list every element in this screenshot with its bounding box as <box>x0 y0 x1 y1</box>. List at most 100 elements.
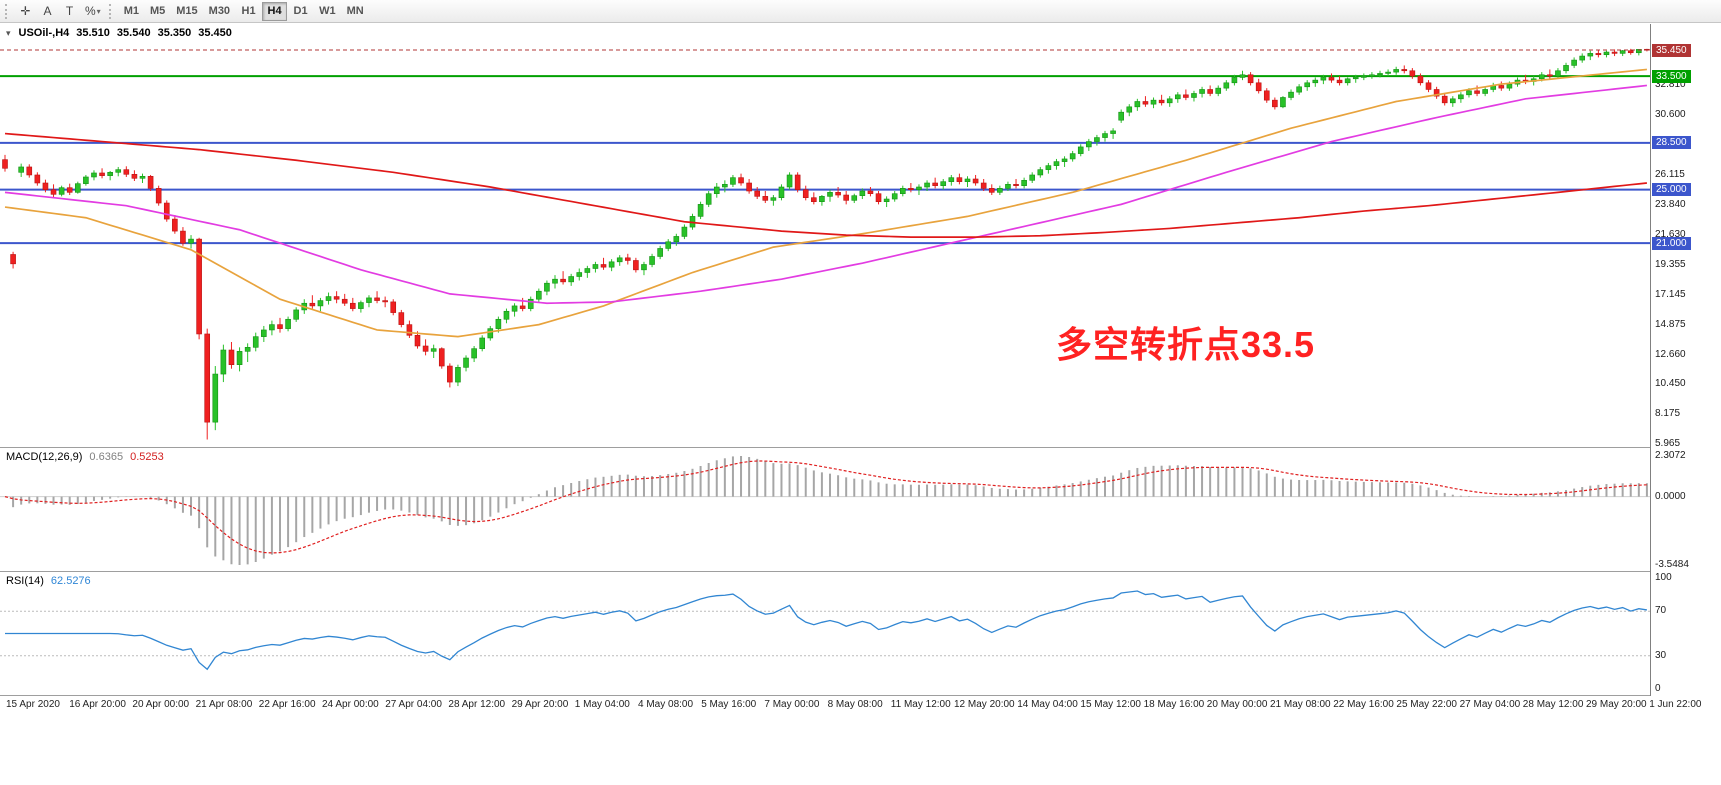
price-chart-pane[interactable]: ▾ USOil-,H4 35.510 35.540 35.350 35.450 … <box>0 24 1650 447</box>
ma-slow-red-line <box>4 132 1648 238</box>
macd-indicator-pane[interactable]: MACD(12,26,9) 0.6365 0.5253 <box>0 448 1650 571</box>
price-tick-label: 32.810 <box>1655 79 1686 91</box>
macd-main-value: 0.6365 <box>89 451 124 463</box>
price-tick-label: 17.145 <box>1655 288 1686 300</box>
ohlc-open: 35.510 <box>76 27 110 39</box>
time-tick-label: 7 May 00:00 <box>764 699 820 710</box>
moving-averages <box>4 68 1648 338</box>
time-tick-label: 4 May 08:00 <box>638 699 694 710</box>
symbol-period-label: USOil-,H4 <box>18 27 70 39</box>
time-axis[interactable]: 15 Apr 2020 16 Apr 20:00 20 Apr 00:00 21 Ap… <box>0 696 1721 716</box>
candlestick-chart <box>0 48 1650 440</box>
time-tick-label: 27 May 04:00 <box>1459 699 1521 710</box>
text-label-button[interactable]: A <box>37 2 58 21</box>
ma-mid-magenta-line <box>4 84 1648 305</box>
macd-axis-label: -3.5484 <box>1655 559 1689 570</box>
rsi-axis-label: 70 <box>1655 605 1667 617</box>
macd-chart <box>0 456 1650 565</box>
price-tick-label: 5.965 <box>1655 437 1681 449</box>
price-tick-label: 21.630 <box>1655 228 1686 240</box>
pane-resize-handle[interactable] <box>0 695 1721 696</box>
text-tool-icon: T <box>65 4 74 18</box>
time-tick-label: 28 Apr 12:00 <box>448 699 506 710</box>
chart-annotation-text[interactable]: 多空转折点33.5 <box>1056 324 1316 365</box>
time-tick-label: 29 May 20:00 <box>1586 699 1647 710</box>
timeframe-button-m30[interactable]: M30 <box>208 5 231 17</box>
macd-label: MACD(12,26,9) <box>6 451 83 463</box>
time-tick-label: 29 Apr 20:00 <box>511 699 569 710</box>
pane-resize-handle[interactable] <box>0 571 1721 572</box>
price-tick-label: 12.660 <box>1655 348 1686 360</box>
pane-resize-handle[interactable] <box>0 447 1721 448</box>
horizontal-level-lines <box>0 75 1650 245</box>
rsi-axis-label: 100 <box>1655 572 1672 583</box>
timeframe-button-h1[interactable]: H1 <box>241 5 256 17</box>
time-tick-label: 20 May 00:00 <box>1206 699 1268 710</box>
time-tick-label: 21 Apr 08:00 <box>195 699 253 710</box>
toolbar: ✛ A T % ▾ M1 M5 M15 M30 H1 H4 D1 W1 MN <box>0 0 1721 23</box>
candlestick-series <box>2 48 1650 440</box>
price-level-badge: 28.500 <box>1652 136 1691 150</box>
time-tick-label: 24 Apr 00:00 <box>322 699 379 710</box>
toolbar-grip[interactable] <box>108 3 115 19</box>
rsi-title: RSI(14) 62.5276 <box>6 575 91 587</box>
rsi-value: 62.5276 <box>50 575 91 587</box>
ma-fast-orange-line <box>4 68 1647 338</box>
time-tick-label: 22 May 16:00 <box>1333 699 1394 710</box>
time-tick-label: 25 May 22:00 <box>1396 699 1457 710</box>
time-tick-label: 18 May 16:00 <box>1143 699 1205 710</box>
ohlc-high: 35.540 <box>116 27 151 39</box>
price-tick-label: 26.115 <box>1655 168 1685 180</box>
timeframe-button-m1[interactable]: M1 <box>123 5 139 17</box>
toolbar-grip[interactable] <box>5 3 11 19</box>
rsi-axis-label: 0 <box>1655 683 1661 694</box>
macd-title: MACD(12,26,9) 0.6365 0.5253 <box>6 451 164 463</box>
timeframes-group: M1 M5 M15 M30 H1 H4 D1 W1 MN <box>119 1 369 21</box>
price-tick-label: 23.840 <box>1655 199 1686 211</box>
timeframe-button-w1[interactable]: W1 <box>319 5 336 17</box>
timeframe-button-mn[interactable]: MN <box>346 5 364 17</box>
price-tick-label: 30.600 <box>1655 108 1686 120</box>
rsi-axis-label: 30 <box>1655 649 1667 661</box>
time-tick-label: 16 Apr 20:00 <box>69 699 126 710</box>
time-tick-label: 21 May 08:00 <box>1270 699 1331 710</box>
timeframe-button-d1[interactable]: D1 <box>293 5 308 17</box>
fibonacci-button[interactable]: % ▾ <box>81 2 105 21</box>
ohlc-low: 35.350 <box>157 27 192 39</box>
ohlc-close: 35.450 <box>198 27 232 39</box>
price-level-badge: 33.500 <box>1652 69 1691 83</box>
rsi-line <box>5 590 1648 671</box>
time-tick-label: 1 Jun 22:00 <box>1649 699 1702 710</box>
macd-histogram <box>12 456 1648 565</box>
rsi-chart <box>0 590 1650 671</box>
bid-price-badge: 35.450 <box>1652 43 1691 57</box>
price-level-badge: 25.000 <box>1652 183 1691 197</box>
time-tick-label: 15 Apr 2020 <box>6 699 60 710</box>
rsi-indicator-pane[interactable]: RSI(14) 62.5276 <box>0 572 1650 695</box>
macd-axis-label: 0.0000 <box>1655 490 1686 502</box>
timeframe-button-m5[interactable]: M5 <box>149 5 166 17</box>
price-tick-label: 8.175 <box>1655 408 1681 420</box>
time-tick-label: 28 May 12:00 <box>1522 699 1584 710</box>
chart-menu-arrow-icon[interactable]: ▾ <box>6 27 11 38</box>
timeframe-button-h4[interactable]: H4 <box>262 1 288 21</box>
timeframe-button-m15[interactable]: M15 <box>176 5 198 17</box>
price-axis[interactable]: 32.810 30.600 26.115 23.840 21.630 19.355 17.1… <box>1650 24 1721 696</box>
time-tick-label: 20 Apr 00:00 <box>132 699 190 710</box>
macd-axis-label: 2.3072 <box>1655 450 1686 461</box>
text-tool-button[interactable]: T <box>59 2 80 21</box>
time-tick-label: 12 May 20:00 <box>954 699 1015 710</box>
macd-signal-line <box>4 460 1647 554</box>
time-tick-label: 15 May 12:00 <box>1080 699 1141 710</box>
crosshair-icon: ✛ <box>20 4 31 18</box>
time-tick-label: 27 Apr 04:00 <box>385 699 442 710</box>
time-tick-label: 22 Apr 16:00 <box>258 699 316 710</box>
macd-signal-value: 0.5253 <box>130 451 164 463</box>
price-tick-label: 10.450 <box>1655 378 1686 390</box>
price-level-badge: 21.000 <box>1652 236 1691 250</box>
text-label-icon: A <box>43 4 52 18</box>
rsi-label: RSI(14) <box>6 575 44 587</box>
crosshair-button[interactable]: ✛ <box>15 2 36 21</box>
dropdown-caret-icon: ▾ <box>96 6 101 16</box>
